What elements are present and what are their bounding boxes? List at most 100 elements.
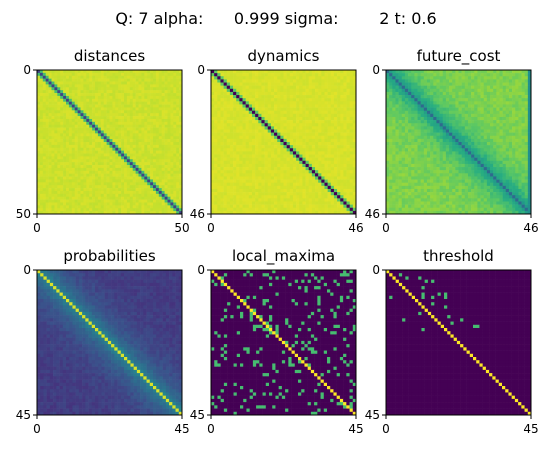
heatmap-cell (176, 130, 180, 134)
heatmap-cell (229, 195, 234, 199)
heatmap-cell (264, 70, 269, 74)
heatmap-cell (109, 133, 113, 137)
heatmap-cell (167, 165, 171, 169)
heatmap-cell (153, 121, 157, 126)
heatmap-cell (330, 188, 335, 193)
heatmap-cell (349, 129, 354, 133)
heatmap-cell (267, 201, 272, 205)
heatmap-cell (92, 78, 96, 82)
heatmap-cell (274, 176, 278, 180)
heatmap-cell (223, 116, 228, 121)
heatmap-cell (83, 101, 87, 105)
heatmap-cell (233, 201, 237, 205)
heatmap-cell (229, 82, 234, 86)
heatmap-cell (51, 87, 55, 91)
heatmap-cell (129, 104, 133, 108)
heatmap-cell (333, 170, 338, 174)
heatmap-cell (89, 167, 93, 172)
heatmap-cell (321, 185, 325, 190)
heatmap-cell (308, 167, 313, 171)
heatmap-cell (286, 188, 291, 193)
heatmap-cell (164, 81, 168, 85)
heatmap-cell (305, 148, 310, 152)
heatmap-cell (80, 110, 84, 114)
heatmap-cell (95, 124, 99, 128)
heatmap-cell (164, 75, 168, 79)
heatmap-cell (83, 136, 87, 140)
heatmap-cell (305, 160, 310, 165)
heatmap-cell (223, 132, 228, 137)
heatmap-cell (57, 113, 61, 117)
heatmap-cell (124, 118, 128, 123)
heatmap-cell (155, 136, 160, 140)
heatmap-cell (161, 90, 165, 94)
heatmap-cell (170, 193, 174, 198)
heatmap-cell (330, 76, 335, 80)
heatmap-cell (80, 205, 84, 209)
heatmap-cell (115, 142, 119, 146)
heatmap-cell (321, 91, 325, 96)
heatmap-cell (433, 76, 437, 80)
heatmap-cell (135, 147, 139, 151)
heatmap-cell (330, 204, 335, 209)
heatmap-cell (86, 147, 90, 151)
heatmap-cell (77, 211, 81, 215)
heatmap-cell (236, 107, 240, 111)
heatmap-cell (141, 150, 145, 154)
heatmap-cell (236, 76, 240, 80)
heatmap-cell (337, 160, 341, 165)
heatmap-cell (109, 95, 113, 100)
heatmap-cell (236, 138, 240, 143)
heatmap-cell (74, 147, 78, 151)
heatmap-cell (129, 124, 133, 128)
heatmap-cell (147, 173, 151, 177)
heatmap-cell (305, 82, 310, 86)
heatmap-cell (80, 165, 84, 169)
heatmap-cell (48, 116, 52, 120)
heatmap-cell (527, 79, 532, 83)
heatmap-cell (103, 208, 107, 212)
heatmap-cell (63, 98, 67, 102)
heatmap-cell (280, 107, 284, 111)
heatmap-cell (292, 142, 297, 146)
heatmap-cell (286, 120, 291, 124)
heatmap-cell (100, 211, 104, 215)
heatmap-cell (302, 157, 306, 162)
heatmap-cell (286, 185, 291, 190)
heatmap-cell (83, 173, 87, 177)
heatmap-cell (349, 176, 354, 180)
heatmap-cell (315, 210, 319, 215)
heatmap-cell (236, 95, 240, 99)
heatmap-cell (311, 198, 316, 202)
heatmap-cell (37, 147, 41, 151)
heatmap-cell (173, 118, 177, 123)
heatmap-cell (474, 73, 478, 77)
heatmap-cell (343, 104, 347, 108)
heatmap-cell (109, 185, 113, 189)
heatmap-cell (89, 205, 93, 209)
heatmap-cell (106, 142, 110, 146)
heatmap-cell (48, 188, 52, 192)
heatmap-cell (173, 78, 177, 82)
heatmap-cell (449, 79, 453, 83)
heatmap-cell (176, 142, 180, 146)
heatmap-cell (80, 121, 84, 126)
heatmap-cell (242, 138, 246, 143)
heatmap-cell (57, 153, 61, 157)
heatmap-cell (57, 72, 61, 77)
heatmap-cell (211, 79, 215, 83)
heatmap-cell (223, 76, 228, 80)
heatmap-cell (42, 167, 46, 172)
heatmap-cell (121, 127, 125, 131)
heatmap-cell (176, 110, 180, 114)
heatmap-cell (245, 70, 250, 74)
heatmap-cell (86, 205, 90, 209)
heatmap-cell (261, 173, 265, 177)
heatmap-cell (337, 195, 341, 199)
heatmap-cell (214, 104, 218, 108)
heatmap-cell (299, 126, 303, 130)
heatmap-cell (251, 104, 256, 108)
heatmap-cell (138, 113, 142, 117)
heatmap-cell (63, 162, 67, 166)
heatmap-cell (150, 81, 154, 85)
